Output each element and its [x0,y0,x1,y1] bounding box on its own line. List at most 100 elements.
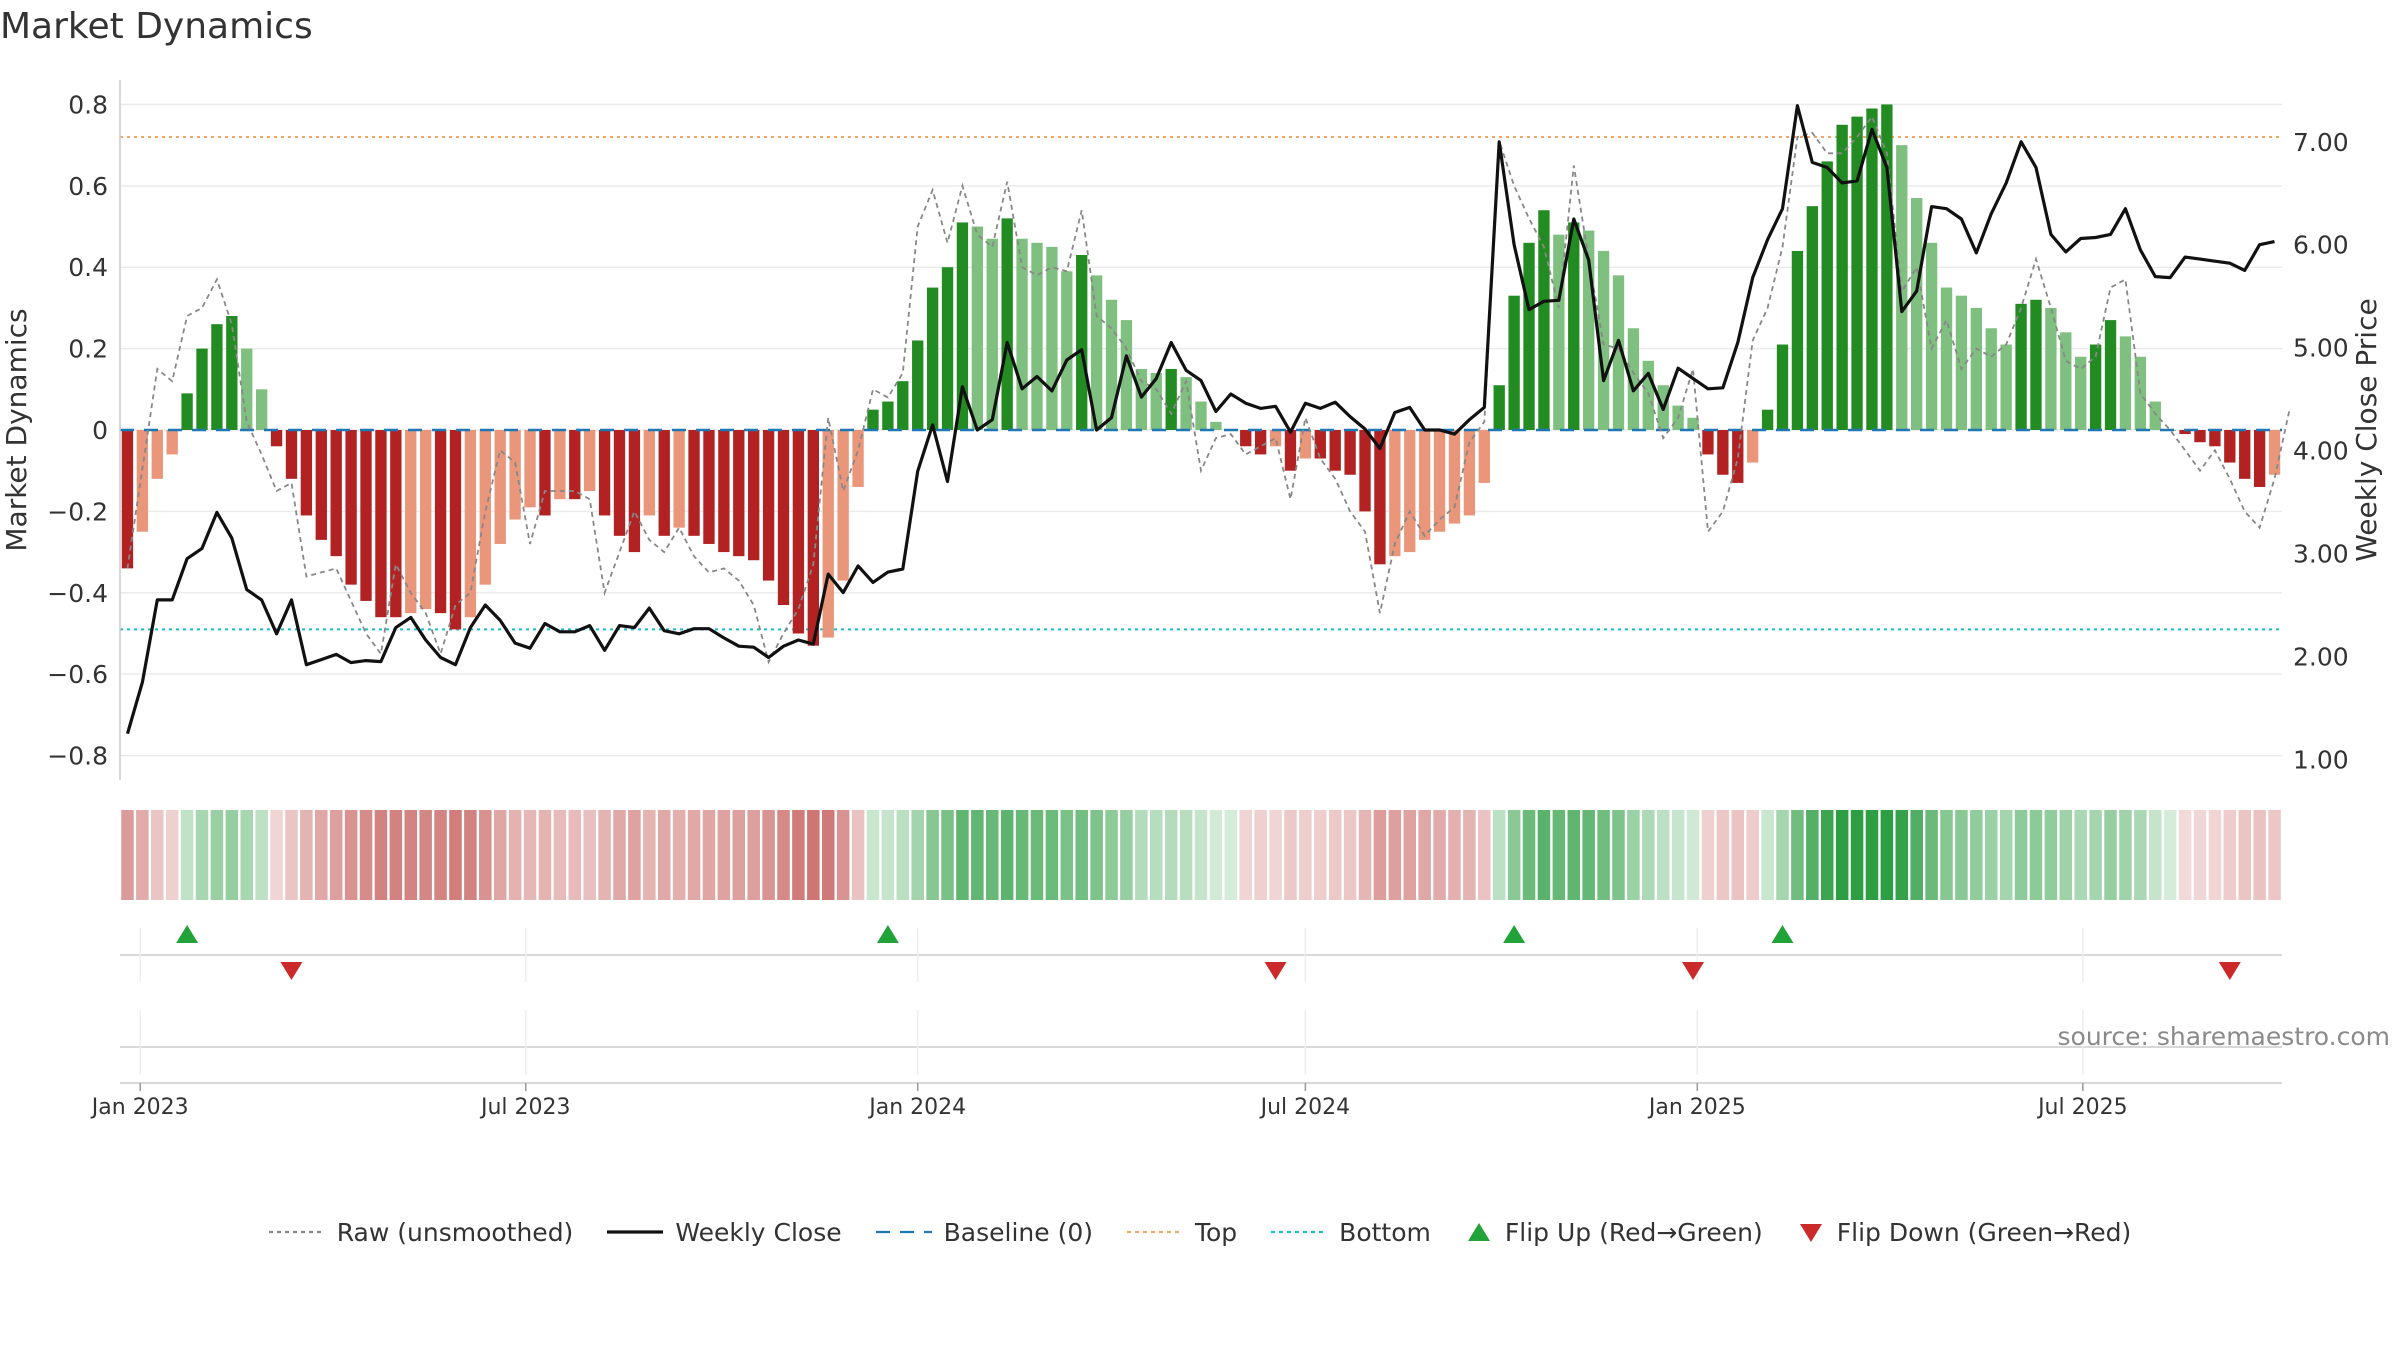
legend-item-bottom: Bottom [1271,1218,1431,1247]
dynamics-bar [1821,161,1833,430]
flip-markers [120,925,2282,1084]
dynamics-bar [1418,430,1431,540]
heat-cell [1656,810,1670,900]
heat-cell [136,810,149,900]
heat-cell [836,810,850,900]
dynamics-bar [628,430,641,553]
dynamics-bar [986,238,998,430]
heat-cell [2014,810,2028,900]
heat-cell [553,810,567,900]
heat-cell [2253,810,2266,900]
dynamics-bar [1329,430,1341,471]
dynamics-bar [703,430,715,544]
dynamics-bar [2179,430,2191,435]
heat-cell [1150,810,1163,900]
heat-cell [1433,810,1446,900]
heat-cell [657,810,671,900]
dynamics-bar [2089,344,2102,430]
heat-cell [1209,810,1223,900]
heat-cell [941,810,954,900]
y2-tick-label: 4.00 [2293,437,2349,466]
dynamics-bar [1702,430,1714,455]
heat-cell [1358,810,1372,900]
dynamics-bar [2075,356,2087,430]
heat-cell [971,810,984,900]
flip-down-marker [1682,962,1705,980]
heat-cell [732,810,746,900]
heat-cell [1224,810,1238,900]
dynamics-bar [509,430,521,520]
dynamics-bar [1105,299,1118,430]
x-tick-label: Jan 2023 [90,1095,189,1120]
y-tick-label: 0.2 [68,335,108,364]
heat-cell [165,810,179,900]
dynamics-bar [255,389,268,430]
heat-cell [1925,810,1938,900]
heat-cell [583,810,596,900]
dynamics-bar [1583,230,1595,430]
flip-up-marker [1503,925,1526,943]
heat-cell [1135,810,1148,900]
heat-cell [1582,810,1595,900]
heat-cell [956,810,969,900]
heat-cell [255,810,268,900]
heat-cell [374,810,388,900]
dynamics-bar [822,430,834,638]
x-tick-label: Jul 2023 [479,1095,571,1120]
heat-cell [1492,810,1506,900]
heat-cell [1284,810,1297,900]
legend-item-flip_down: Flip Down (Green→Red) [1797,1218,2131,1247]
dynamics-bar [688,430,700,536]
dynamics-bar [926,287,939,430]
source-label: source: sharemaestro.com [2057,1022,2391,1051]
heat-cell [270,810,283,900]
dynamics-bar [1538,210,1550,430]
heat-cell [1865,810,1879,900]
heat-cell [687,810,701,900]
legend-symbol [1799,1224,1822,1242]
heat-cell [1984,810,1998,900]
dynamics-bar [1791,250,1804,430]
legend: Raw (unsmoothed) Weekly Close Baseline (0)… [0,1212,2400,1252]
dynamics-bar [1433,430,1446,532]
heat-cell [121,810,134,900]
dynamics-bar [2209,430,2221,447]
heat-cell [1015,810,1029,900]
heat-cell [1567,810,1581,900]
heat-cell [896,810,910,900]
dynamics-bar [569,430,581,500]
heat-cell [2178,810,2192,900]
dynamics-bar [1568,222,1580,430]
dynamics-bar [434,430,447,614]
dynamics-bar [1970,307,1983,430]
heat-cell [344,810,358,900]
heat-cell [1194,810,1208,900]
legend-item-baseline: Baseline (0) [875,1217,1093,1247]
heat-cell [1776,810,1789,900]
heat-cell [643,810,656,900]
dynamics-bar [852,430,864,487]
legend-label: Baseline (0) [943,1217,1093,1247]
y-axis-title: Market Dynamics [0,308,33,551]
dynamics-bar [748,430,760,561]
dynamics-bar [181,393,193,430]
dynamics-bar [315,430,327,540]
heat-cell [2089,810,2102,900]
dynamics-bar [1687,417,1699,430]
heat-cell [1522,810,1536,900]
dynamics-bar [1195,401,1207,430]
heat-cell [1269,810,1282,900]
dynamics-bar [1254,430,1267,455]
dynamics-bar [658,430,670,536]
heat-cell [449,810,462,900]
weekly-close-line [125,104,2275,735]
dynamics-bar [2104,320,2117,430]
dynamics-bars [120,104,2282,646]
dynamics-bar [464,430,477,618]
legend-swatch-top [1126,1230,1183,1234]
dynamics-bar [270,430,283,447]
heat-cell [1179,810,1193,900]
heat-cell [523,810,537,900]
heat-cell [1105,810,1118,900]
